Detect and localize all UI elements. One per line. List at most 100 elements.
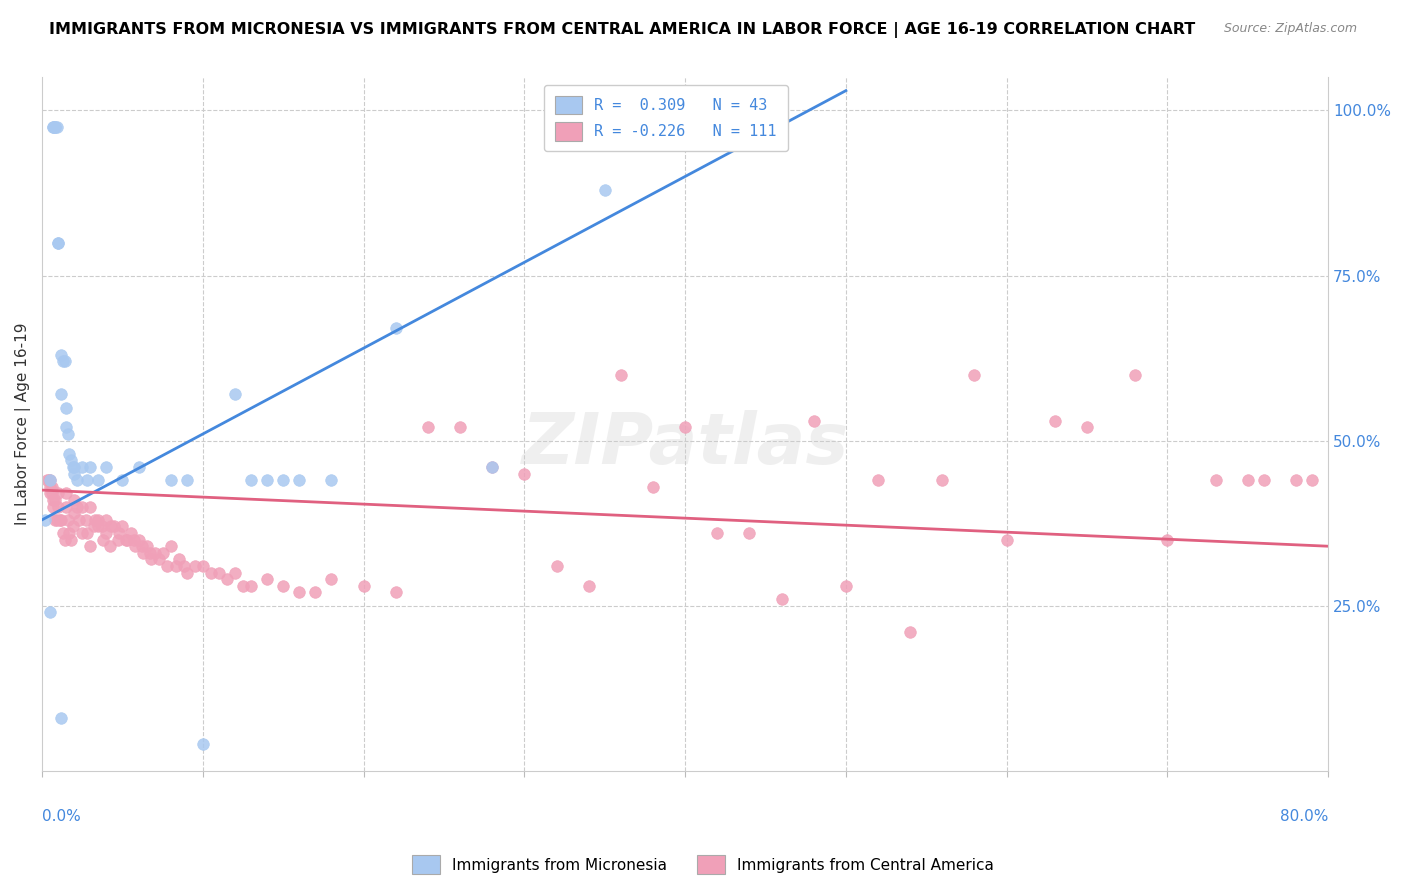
Point bbox=[67, 513, 90, 527]
Point bbox=[271, 473, 294, 487]
Point bbox=[353, 579, 375, 593]
Point bbox=[224, 566, 246, 580]
Point bbox=[72, 500, 94, 514]
Point bbox=[111, 473, 134, 487]
Text: IMMIGRANTS FROM MICRONESIA VS IMMIGRANTS FROM CENTRAL AMERICA IN LABOR FORCE | A: IMMIGRANTS FROM MICRONESIA VS IMMIGRANTS… bbox=[49, 22, 1195, 38]
Point bbox=[46, 235, 69, 250]
Point bbox=[803, 414, 825, 428]
Point bbox=[117, 533, 139, 547]
Point bbox=[673, 420, 696, 434]
Point bbox=[481, 460, 503, 475]
Point bbox=[131, 539, 153, 553]
Point bbox=[578, 579, 600, 593]
Point bbox=[173, 559, 195, 574]
Point bbox=[165, 559, 187, 574]
Point bbox=[44, 120, 66, 134]
Point bbox=[34, 513, 56, 527]
Point bbox=[91, 533, 114, 547]
Point bbox=[62, 460, 84, 475]
Point bbox=[55, 486, 77, 500]
Point bbox=[304, 585, 326, 599]
Point bbox=[224, 387, 246, 401]
Point bbox=[42, 120, 65, 134]
Point bbox=[79, 460, 101, 475]
Point bbox=[51, 348, 73, 362]
Point bbox=[481, 460, 503, 475]
Point bbox=[191, 559, 214, 574]
Point bbox=[79, 539, 101, 553]
Point bbox=[122, 533, 145, 547]
Point bbox=[55, 401, 77, 415]
Point bbox=[128, 460, 150, 475]
Text: ZIPatlas: ZIPatlas bbox=[522, 410, 849, 479]
Point bbox=[58, 447, 80, 461]
Point bbox=[898, 625, 921, 640]
Point bbox=[42, 500, 65, 514]
Point bbox=[42, 120, 65, 134]
Point bbox=[111, 519, 134, 533]
Point bbox=[44, 493, 66, 508]
Point bbox=[63, 506, 86, 520]
Point bbox=[108, 526, 131, 541]
Point bbox=[416, 420, 439, 434]
Point bbox=[39, 605, 62, 619]
Point bbox=[79, 500, 101, 514]
Point bbox=[139, 546, 162, 560]
Point bbox=[44, 513, 66, 527]
Point bbox=[132, 546, 155, 560]
Point bbox=[76, 526, 98, 541]
Point bbox=[513, 467, 536, 481]
Point bbox=[240, 473, 263, 487]
Point bbox=[641, 480, 664, 494]
Point bbox=[39, 473, 62, 487]
Point bbox=[41, 486, 63, 500]
Point bbox=[72, 460, 94, 475]
Point bbox=[288, 473, 311, 487]
Point bbox=[52, 526, 75, 541]
Point bbox=[120, 526, 142, 541]
Point bbox=[53, 354, 76, 368]
Point bbox=[200, 566, 222, 580]
Point bbox=[53, 533, 76, 547]
Point bbox=[56, 513, 79, 527]
Point bbox=[1123, 368, 1146, 382]
Point bbox=[83, 519, 105, 533]
Point bbox=[66, 473, 89, 487]
Point bbox=[995, 533, 1018, 547]
Point bbox=[963, 368, 986, 382]
Point bbox=[232, 579, 254, 593]
Point bbox=[96, 460, 118, 475]
Point bbox=[41, 480, 63, 494]
Point bbox=[167, 552, 190, 566]
Legend: R =  0.309   N = 43, R = -0.226   N = 111: R = 0.309 N = 43, R = -0.226 N = 111 bbox=[544, 85, 787, 152]
Point bbox=[49, 513, 72, 527]
Point bbox=[546, 559, 568, 574]
Point bbox=[46, 235, 69, 250]
Point bbox=[51, 387, 73, 401]
Point bbox=[184, 559, 207, 574]
Point bbox=[143, 546, 166, 560]
Point bbox=[87, 513, 110, 527]
Point bbox=[256, 572, 278, 586]
Point bbox=[176, 473, 198, 487]
Point bbox=[738, 526, 761, 541]
Point bbox=[321, 572, 343, 586]
Point bbox=[42, 493, 65, 508]
Point bbox=[46, 486, 69, 500]
Point bbox=[39, 486, 62, 500]
Point bbox=[124, 539, 146, 553]
Point bbox=[100, 519, 122, 533]
Point bbox=[58, 526, 80, 541]
Point bbox=[1156, 533, 1178, 547]
Point bbox=[176, 566, 198, 580]
Point bbox=[60, 453, 83, 467]
Point bbox=[1043, 414, 1066, 428]
Point bbox=[56, 427, 79, 442]
Point bbox=[66, 500, 89, 514]
Point bbox=[96, 513, 118, 527]
Point bbox=[271, 579, 294, 593]
Point bbox=[835, 579, 858, 593]
Point bbox=[384, 321, 406, 335]
Point bbox=[208, 566, 231, 580]
Point bbox=[1253, 473, 1275, 487]
